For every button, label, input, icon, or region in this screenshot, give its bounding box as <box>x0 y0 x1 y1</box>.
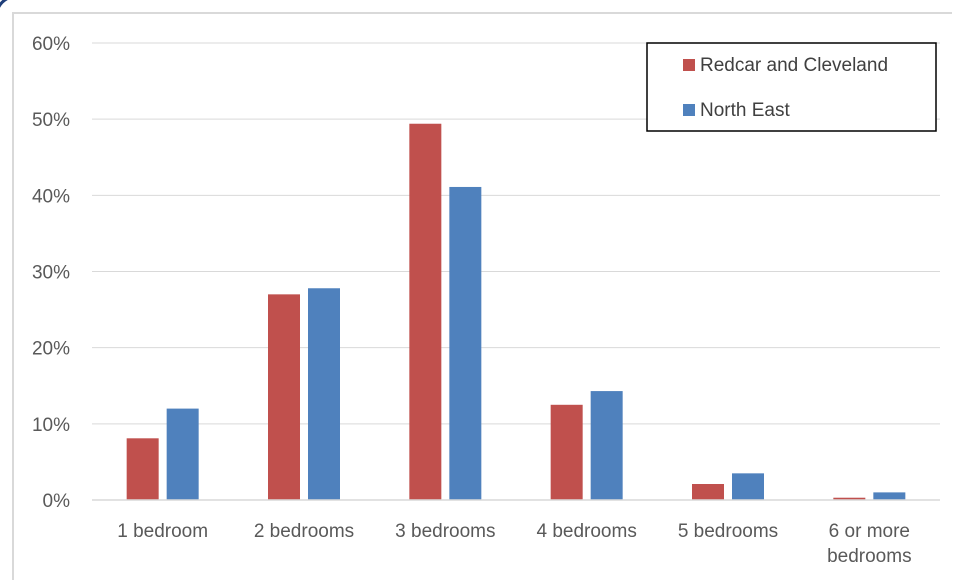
bar-north-east <box>590 391 623 500</box>
corner-accent-icon <box>0 0 8 8</box>
legend: Redcar and Cleveland North East <box>646 42 937 132</box>
legend-swatch-north-east <box>683 104 695 116</box>
x-tick-label: 1 bedroom <box>117 521 208 542</box>
y-tick-label: 60% <box>32 34 70 55</box>
gridlines <box>92 42 940 425</box>
bar-north-east <box>873 492 906 500</box>
x-axis-ticks: 1 bedroom 2 bedrooms 3 bedrooms 4 bedrooms 5… <box>117 521 911 567</box>
x-tick-label: 6 or more bedrooms <box>827 521 912 567</box>
bar-redcar-and-cleveland <box>692 484 724 500</box>
y-tick-label: 0% <box>43 491 71 512</box>
bar-north-east <box>732 473 764 500</box>
y-tick-label: 10% <box>32 415 70 436</box>
y-tick-label: 40% <box>32 186 70 207</box>
bar-redcar-and-cleveland <box>550 404 583 500</box>
bar-north-east <box>166 408 199 500</box>
x-tick-label: 3 bedrooms <box>395 521 495 542</box>
x-tick-label: 2 bedrooms <box>254 521 354 542</box>
legend-swatch-redcar-and-cleveland <box>683 59 695 71</box>
y-tick-label: 50% <box>32 110 70 131</box>
chart-frame <box>12 12 952 580</box>
y-tick-label: 30% <box>32 263 70 284</box>
bars <box>126 123 906 500</box>
legend-box <box>646 42 937 132</box>
x-tick-label: 5 bedrooms <box>678 521 778 542</box>
y-tick-label: 20% <box>32 339 70 360</box>
legend-label-redcar-and-cleveland: Redcar and Cleveland <box>700 55 888 76</box>
bar-redcar-and-cleveland <box>268 294 300 500</box>
x-tick-label: 4 bedrooms <box>536 521 636 542</box>
legend-label-north-east: North East <box>700 100 790 121</box>
bar-redcar-and-cleveland <box>833 497 866 500</box>
bar-north-east <box>308 288 340 500</box>
y-axis-ticks: 0% 10% 20% 30% 40% 50% 60% <box>32 34 70 512</box>
bar-redcar-and-cleveland <box>409 123 442 500</box>
bar-north-east <box>449 186 482 500</box>
bar-redcar-and-cleveland <box>126 438 159 500</box>
